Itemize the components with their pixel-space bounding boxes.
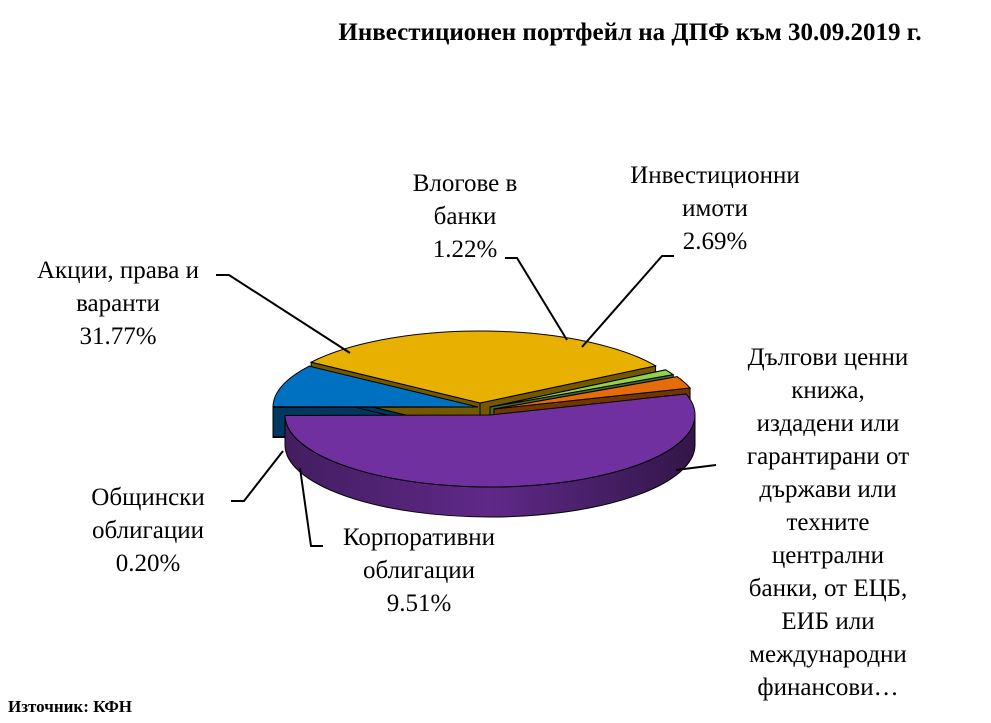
slice-name-line: издадени или	[757, 410, 900, 437]
slice-name-line: централни	[772, 542, 884, 569]
slice-name-line: книжа,	[791, 377, 865, 404]
slice-label-equities: Акции, права и варанти 31.77%	[37, 257, 199, 350]
slice-name-line: Акции, права и	[37, 257, 199, 284]
chart-title: Инвестиционен портфейл на ДПФ към 30.09.…	[338, 19, 921, 46]
slice-name-line: финансови…	[757, 674, 898, 701]
slice-name-line: банки	[434, 203, 497, 230]
slice-label-corporate-bonds: Корпоративни облигации 9.51%	[343, 524, 495, 617]
leader-line-deposits	[505, 257, 568, 341]
source-note: Източник: КФН	[8, 697, 132, 716]
slice-name-line: банки, от ЕЦБ,	[749, 575, 908, 602]
slice-name-line: Влогове в	[413, 170, 518, 197]
leader-line-debt	[675, 464, 717, 471]
slice-name-line: ЕИБ или	[781, 608, 874, 635]
pie-slices	[272, 330, 696, 518]
slice-name-line: облигации	[363, 557, 475, 584]
slice-name-line: имоти	[682, 195, 748, 222]
slice-name-line: Корпоративни	[343, 524, 495, 551]
leader-line-real-estate	[581, 255, 674, 348]
slice-value-label: 31.77%	[79, 323, 156, 350]
slice-corporate-bonds	[272, 365, 479, 408]
slice-name-line: облигации	[92, 517, 204, 544]
slice-debt-securities	[284, 393, 696, 488]
slice-name-line: международни	[749, 641, 907, 668]
slice-name-line: държави или	[759, 476, 896, 503]
slice-value-label: 2.69%	[683, 228, 748, 255]
slice-label-municipal-bonds: Общински облигации 0.20%	[91, 484, 204, 577]
slice-name-line: варанти	[76, 290, 160, 317]
slice-value-label: 1.22%	[433, 236, 498, 263]
slice-label-debt-securities: Дългови ценни книжа, издадени или гарантира…	[747, 344, 909, 701]
slice-name-line: Дългови ценни	[748, 344, 909, 371]
slice-value-label: 0.20%	[116, 550, 181, 577]
slice-name-line: Инвестиционни	[630, 162, 800, 189]
slice-label-bank-deposits: Влогове в банки 1.22%	[413, 170, 518, 263]
slice-label-real-estate: Инвестиционни имоти 2.69%	[630, 162, 800, 255]
slice-name-line: техните	[787, 509, 870, 536]
leader-line-equity	[216, 274, 351, 354]
slice-labels: Дългови ценни книжа, издадени или гарантира…	[37, 162, 909, 701]
leader-line-municipal	[231, 450, 284, 502]
slice-bank-deposits	[489, 369, 675, 408]
slice-name-line: гарантирани от	[747, 443, 909, 470]
slice-value-label: 9.51%	[387, 590, 452, 617]
slice-real-estate	[493, 376, 692, 410]
slice-equities	[309, 330, 657, 404]
leader-line-corporate	[299, 467, 323, 547]
slice-name-line: Общински	[91, 484, 204, 511]
leader-lines	[216, 255, 717, 547]
